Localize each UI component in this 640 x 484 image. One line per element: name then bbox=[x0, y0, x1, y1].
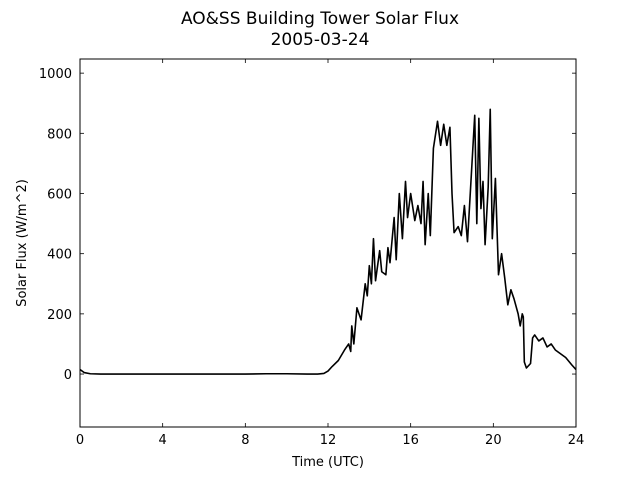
x-tick-label: 20 bbox=[485, 433, 502, 448]
chart-subtitle: 2005-03-24 bbox=[271, 30, 370, 50]
x-axis-label: Time (UTC) bbox=[291, 455, 364, 470]
x-tick-label: 0 bbox=[76, 433, 84, 448]
x-tick-label: 16 bbox=[402, 433, 419, 448]
y-axis-label: Solar Flux (W/m^2) bbox=[15, 179, 30, 307]
chart-title: AO&SS Building Tower Solar Flux bbox=[181, 9, 459, 29]
y-tick-label: 1000 bbox=[39, 67, 72, 82]
x-tick-label: 12 bbox=[320, 433, 337, 448]
y-tick-label: 0 bbox=[64, 368, 72, 383]
x-tick-label: 24 bbox=[568, 433, 585, 448]
x-tick-label: 4 bbox=[159, 433, 167, 448]
y-tick-label: 200 bbox=[47, 308, 72, 323]
y-tick-label: 800 bbox=[47, 127, 72, 142]
x-tick-label: 8 bbox=[241, 433, 249, 448]
y-tick-label: 400 bbox=[47, 248, 72, 263]
y-tick-label: 600 bbox=[47, 188, 72, 203]
data-line bbox=[79, 108, 577, 375]
